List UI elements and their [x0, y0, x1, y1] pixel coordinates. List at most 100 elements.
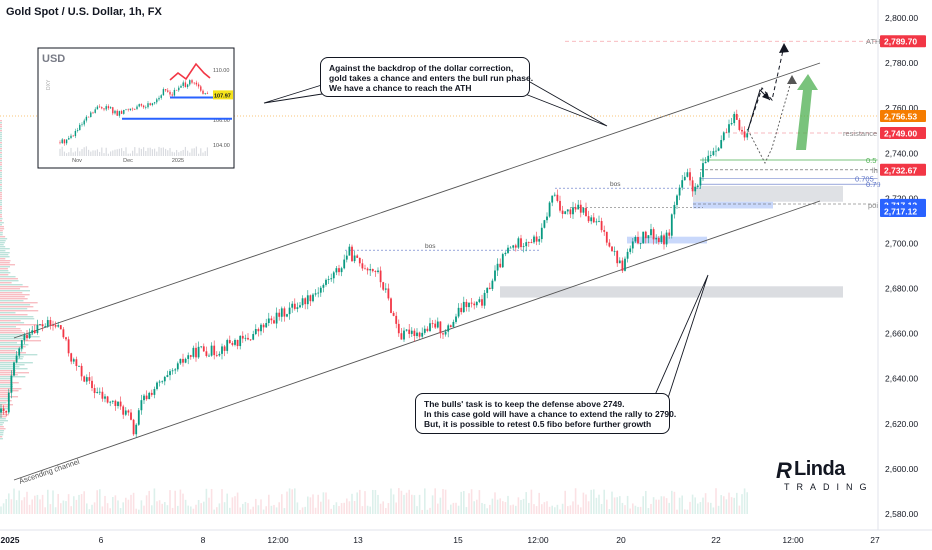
inset-volume-bar [72, 152, 74, 156]
y-axis: 2,800.00 2,780.00 2,760.00 2,740.00 2,720.00… [877, 0, 918, 530]
volume-bar [335, 502, 338, 514]
volume-bar [60, 503, 62, 514]
supply-zone [693, 185, 843, 202]
bos-label-1: bos [425, 243, 436, 250]
volume-profile-bar [0, 360, 16, 362]
volume-bar [741, 494, 743, 514]
candle-body [665, 232, 668, 245]
inset-volume-bar [182, 149, 184, 156]
volume-profile-bar [0, 260, 11, 262]
annotation-top-line-3: We have a chance to reach the ATH [329, 83, 472, 93]
volume-bar [671, 490, 673, 514]
volume-bar [140, 500, 143, 514]
volume-bar [421, 509, 423, 514]
candle-body [538, 239, 541, 242]
bos-label-2: bos [610, 181, 621, 188]
volume-profile-bar [0, 158, 2, 160]
candle-body [410, 330, 413, 334]
volume-bar [164, 502, 166, 514]
volume-bar [676, 509, 678, 514]
volume-profile-bar [0, 214, 2, 216]
volume-profile-bar [0, 402, 7, 404]
volume-bar [174, 490, 176, 514]
volume-profile-bar [0, 358, 23, 360]
candle-body [288, 307, 291, 315]
volume-bar [598, 494, 600, 514]
annotation-bottom-line-1: The bulls' task is to keep the defense a… [424, 399, 625, 409]
volume-bar [242, 503, 244, 514]
volume-bar [15, 500, 18, 514]
candle-body [491, 280, 494, 289]
inset-candle-body [61, 139, 63, 144]
inset-candle-body [184, 82, 187, 88]
candle-body [595, 221, 598, 223]
volume-bar [460, 491, 462, 514]
candle-body [421, 332, 424, 337]
volume-bar [307, 496, 309, 514]
candle-body [278, 312, 281, 317]
candle-body [156, 382, 158, 390]
volume-bar [177, 505, 179, 514]
inset-volume-bar [68, 152, 70, 156]
candle-body [553, 194, 556, 196]
volume-bar [182, 493, 184, 514]
volume-bar [239, 507, 241, 514]
candle-body [119, 401, 122, 407]
candle-body [655, 237, 658, 240]
candle-body [137, 410, 140, 425]
fib-0705-label: 0.705 [855, 175, 874, 184]
candle-body [637, 236, 639, 244]
candle-body [140, 400, 143, 411]
candle-body [561, 210, 564, 214]
volume-bar [689, 501, 691, 514]
candle-body [169, 371, 171, 376]
volume-bar [291, 489, 293, 514]
poi-badge-2-text: 2,717.12 [884, 206, 917, 216]
volume-bar [392, 494, 395, 514]
channel-lower-line [13, 200, 821, 481]
inset-candle-body [118, 111, 121, 116]
x-tick-label: 12:00 [782, 535, 804, 545]
volume-bar [723, 496, 725, 514]
candle-body [577, 204, 580, 210]
volume-bar [699, 502, 702, 514]
volume-bar [569, 505, 572, 514]
volume-bar [481, 502, 483, 514]
candle-body [447, 325, 450, 332]
candle-body [639, 243, 642, 245]
volume-bar [114, 495, 117, 514]
candle-body [384, 288, 387, 290]
volume-bar [632, 503, 634, 514]
brand-logo: R Linda TRADING [774, 458, 867, 498]
annotation-bottom-line-3: But, it is possible to retest 0.5 fibo b… [424, 419, 652, 429]
volume-bar [538, 492, 540, 514]
volume-bar [580, 507, 582, 514]
volume-bar [47, 489, 49, 514]
inset-volume-bar [85, 146, 87, 156]
volume-bar [556, 504, 559, 514]
inset-candle-body [65, 139, 68, 144]
volume-bar [478, 490, 481, 514]
candle-body [587, 216, 590, 222]
chart-title: Gold Spot / U.S. Dollar, 1h, FX [6, 6, 162, 18]
volume-bar [213, 509, 215, 514]
volume-bar [353, 500, 356, 514]
candle-body [345, 255, 348, 260]
volume-bar [208, 497, 210, 514]
volume-profile-bar [0, 352, 26, 354]
volume-profile-bar [0, 406, 10, 408]
candle-body [234, 339, 236, 345]
volume-bar [75, 499, 78, 514]
volume-profile-bar [0, 420, 8, 422]
candle-body [7, 392, 10, 413]
inset-volume-bar [151, 149, 153, 156]
volume-bar [166, 505, 169, 514]
candle-body [512, 245, 515, 248]
candle-body [592, 217, 595, 223]
volume-profile-bar [0, 264, 16, 266]
y-tick-label: 2,680.00 [885, 284, 918, 294]
annotation-bottom: The bulls' task is to keep the defense a… [415, 393, 676, 434]
volume-profile-bar [0, 226, 4, 228]
volume-bar [145, 495, 148, 514]
